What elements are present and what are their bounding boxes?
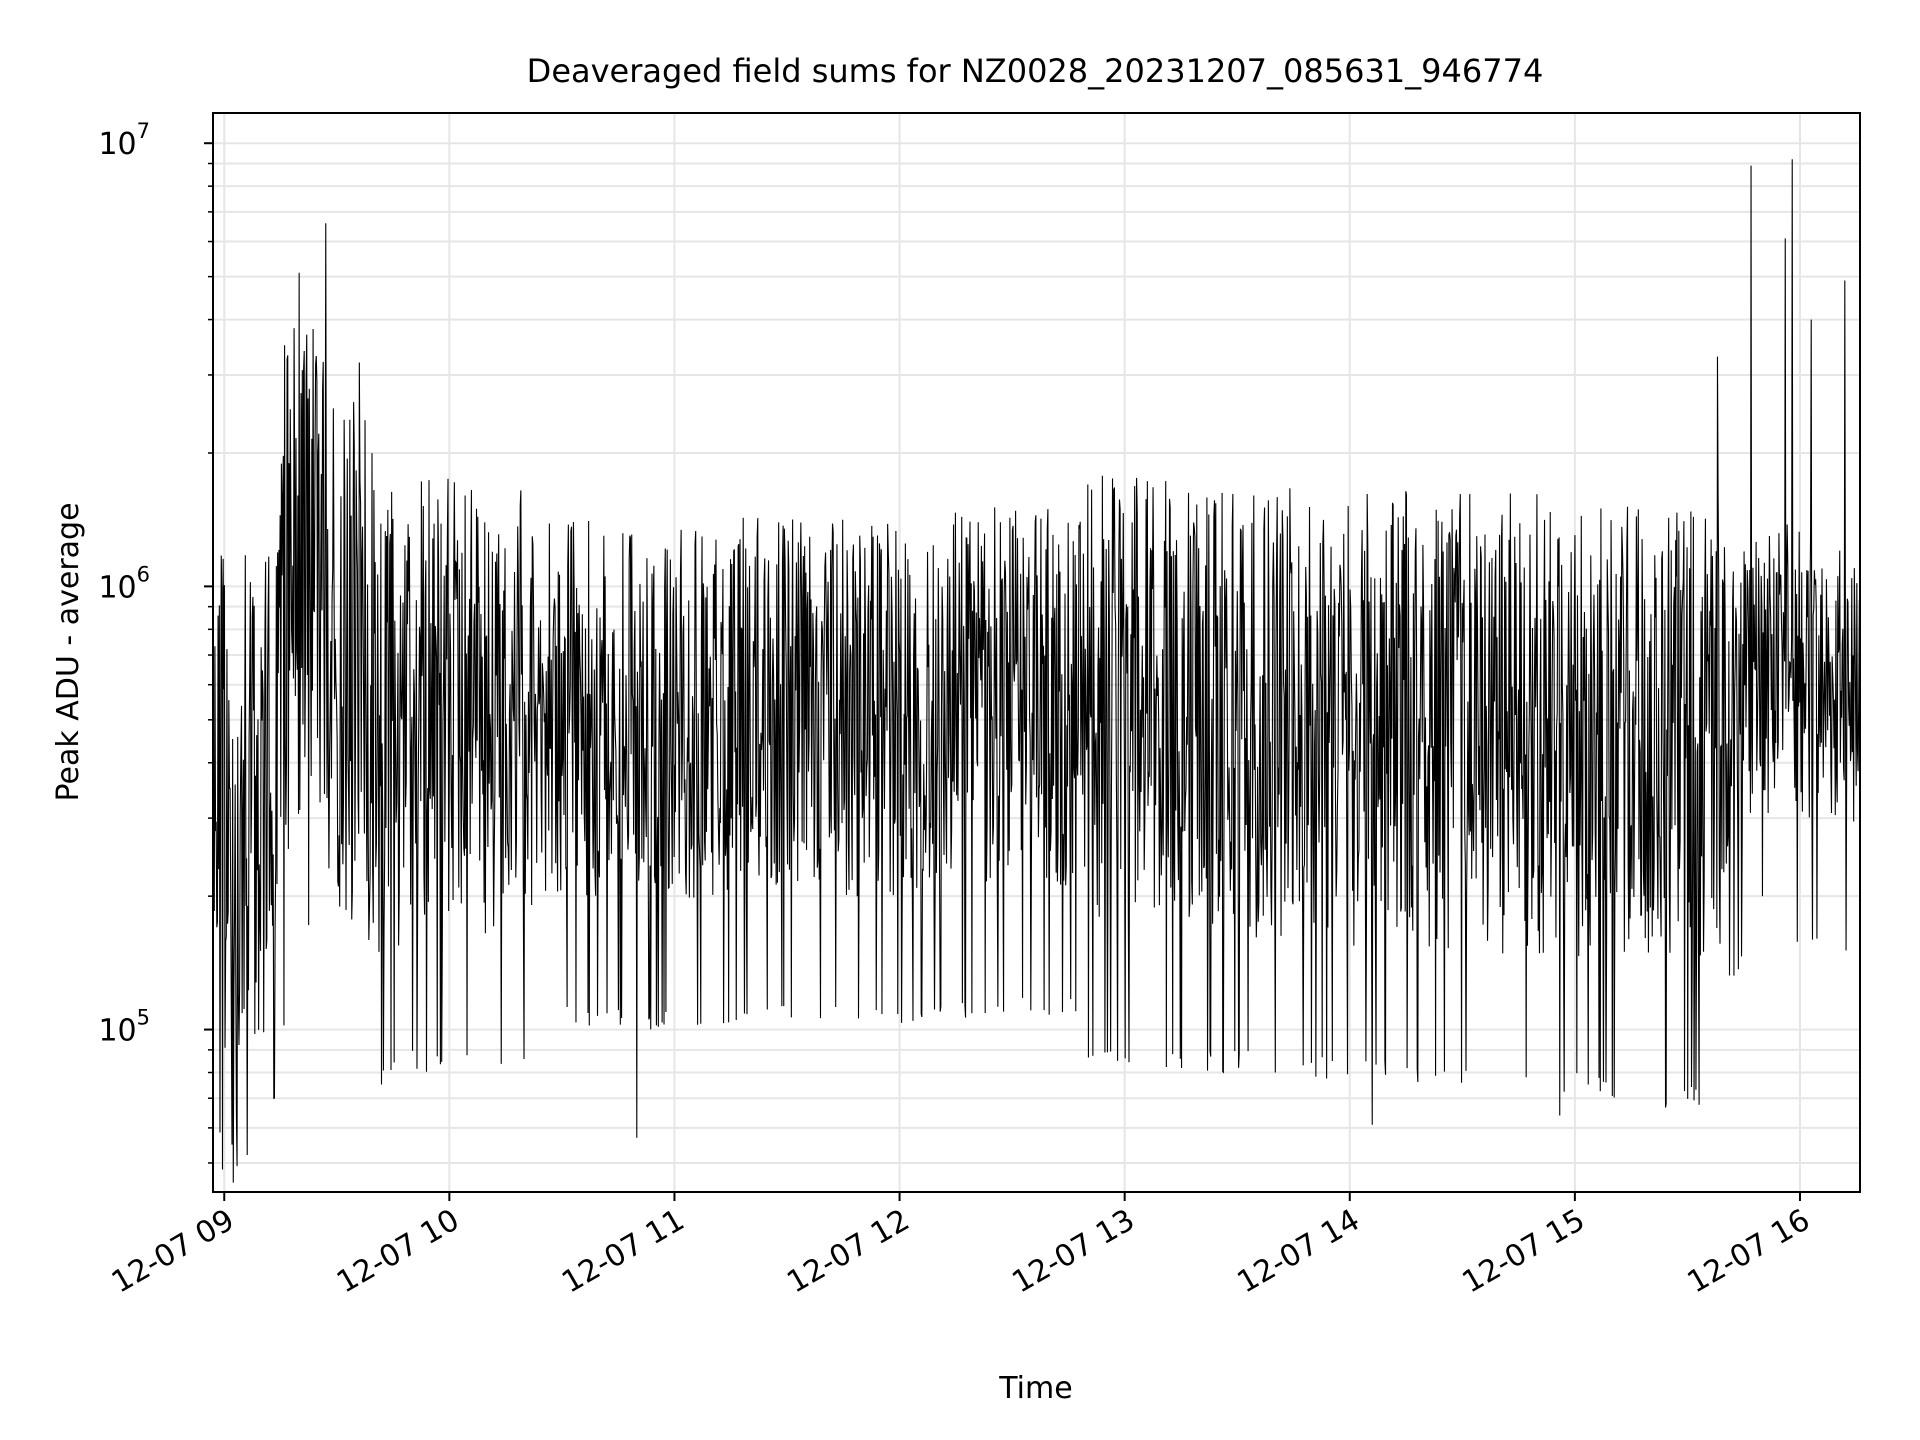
plot-frame — [212, 112, 1861, 1193]
y-axis-label: Peak ADU - average — [51, 502, 86, 801]
chart-title: Deaveraged field sums for NZ0028_2023120… — [527, 52, 1544, 90]
series-line — [212, 159, 1861, 1183]
y-tick-label: 105 — [98, 1006, 150, 1049]
y-tick-label: 106 — [98, 562, 150, 605]
y-axis-ticks: 105 106 107 — [98, 119, 213, 1164]
x-axis-label: Time — [998, 1371, 1072, 1406]
y-tick-label: 107 — [98, 119, 150, 162]
data-line-layer — [212, 159, 1861, 1183]
